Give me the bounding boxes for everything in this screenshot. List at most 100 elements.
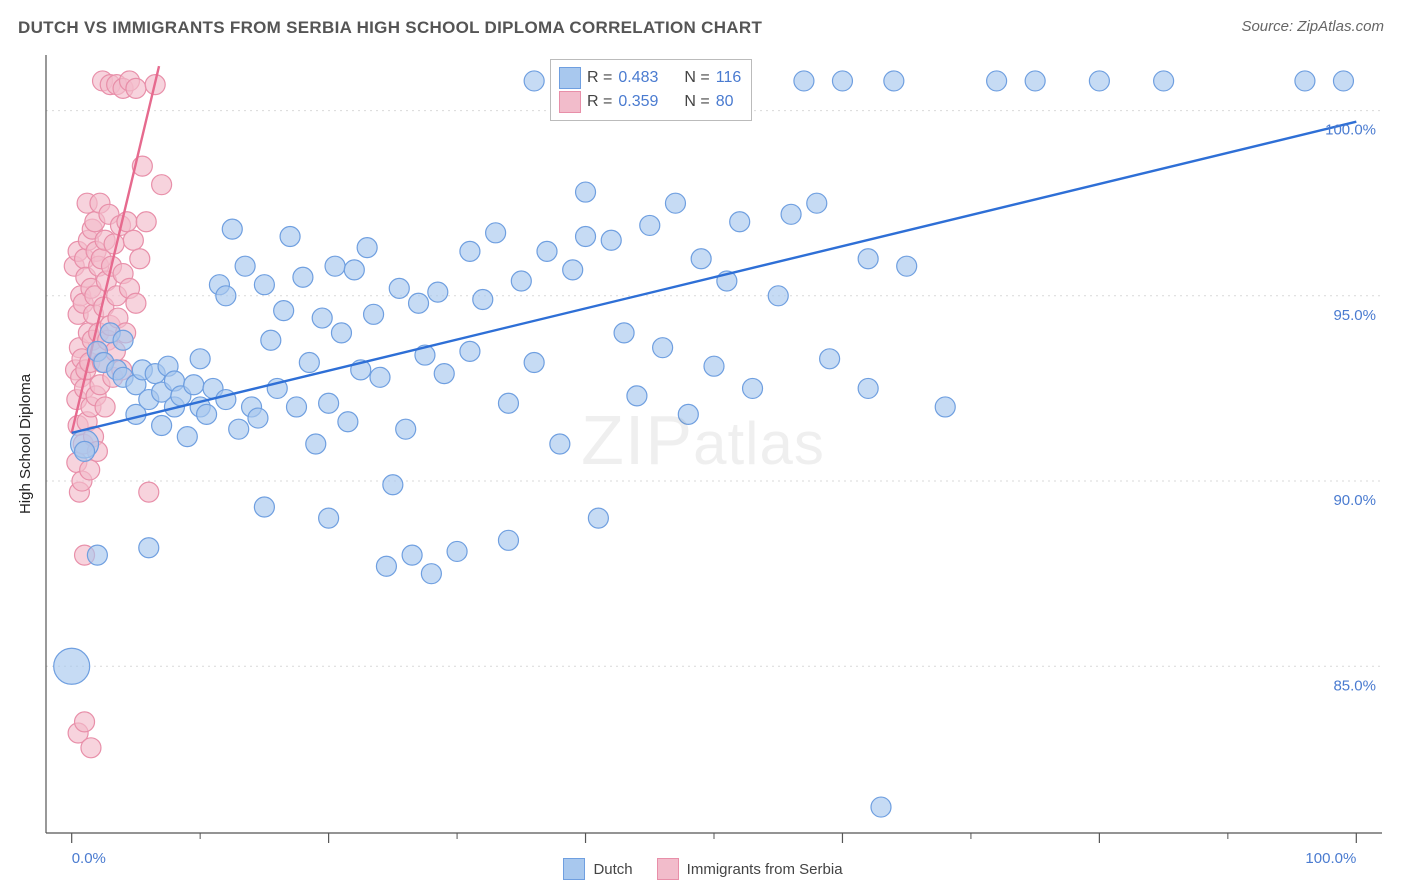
legend-swatch [657, 858, 679, 880]
data-point [319, 393, 339, 413]
data-point [81, 738, 101, 758]
data-point [460, 341, 480, 361]
correlation-legend: R =0.483N =116R =0.359N =80 [550, 59, 752, 121]
data-point [614, 323, 634, 343]
legend-n-label: N = [684, 90, 709, 114]
data-point [280, 227, 300, 247]
scatter-plot: 0.0%100.0%85.0%90.0%95.0%100.0%High Scho… [0, 0, 1406, 892]
data-point [87, 545, 107, 565]
data-point [871, 797, 891, 817]
data-point [1295, 71, 1315, 91]
data-point [113, 330, 133, 350]
data-point [248, 408, 268, 428]
data-point [524, 71, 544, 91]
data-point [370, 367, 390, 387]
data-point [123, 230, 143, 250]
data-point [935, 397, 955, 417]
data-point [184, 375, 204, 395]
data-point [229, 419, 249, 439]
data-point [832, 71, 852, 91]
legend-r-label: R = [587, 66, 612, 90]
legend-n-value: 80 [716, 90, 734, 114]
data-point [126, 78, 146, 98]
data-point [691, 249, 711, 269]
data-point [287, 397, 307, 417]
data-point [299, 352, 319, 372]
data-point [216, 286, 236, 306]
data-point [820, 349, 840, 369]
series-legend-label: Immigrants from Serbia [687, 861, 843, 878]
data-point [293, 267, 313, 287]
data-point [524, 352, 544, 372]
data-point [421, 564, 441, 584]
data-point [319, 508, 339, 528]
data-point [601, 230, 621, 250]
data-point [781, 204, 801, 224]
data-point [447, 541, 467, 561]
data-point [95, 397, 115, 417]
data-point [216, 390, 236, 410]
data-point [653, 338, 673, 358]
data-point [498, 530, 518, 550]
data-point [576, 182, 596, 202]
data-point [152, 415, 172, 435]
data-point [1154, 71, 1174, 91]
data-point [306, 434, 326, 454]
data-point [75, 712, 95, 732]
chart-container: DUTCH VS IMMIGRANTS FROM SERBIA HIGH SCH… [0, 0, 1406, 892]
data-point [627, 386, 647, 406]
data-point [235, 256, 255, 276]
legend-row: R =0.359N =80 [559, 90, 741, 114]
data-point [858, 378, 878, 398]
legend-swatch [563, 858, 585, 880]
data-point [576, 227, 596, 247]
data-point [312, 308, 332, 328]
series-legend: Dutch Immigrants from Serbia [0, 858, 1406, 880]
data-point [402, 545, 422, 565]
data-point [678, 404, 698, 424]
y-tick-label: 95.0% [1333, 307, 1376, 324]
legend-row: R =0.483N =116 [559, 66, 741, 90]
data-point [136, 212, 156, 232]
data-point [139, 482, 159, 502]
data-point [1089, 71, 1109, 91]
y-axis-label: High School Diploma [17, 373, 34, 514]
legend-swatch [559, 91, 581, 113]
data-point [588, 508, 608, 528]
data-point [897, 256, 917, 276]
data-point [197, 404, 217, 424]
data-point [428, 282, 448, 302]
data-point [126, 293, 146, 313]
series-legend-label: Dutch [593, 861, 632, 878]
data-point [254, 497, 274, 517]
data-point [75, 441, 95, 461]
data-point [473, 290, 493, 310]
data-point [807, 193, 827, 213]
data-point [743, 378, 763, 398]
data-point [331, 323, 351, 343]
y-tick-label: 85.0% [1333, 677, 1376, 694]
data-point [768, 286, 788, 306]
data-point [325, 256, 345, 276]
data-point [858, 249, 878, 269]
legend-n-label: N = [684, 66, 709, 90]
legend-r-value: 0.359 [618, 90, 658, 114]
series-legend-item: Immigrants from Serbia [657, 858, 843, 880]
data-point [54, 648, 90, 684]
data-point [460, 241, 480, 261]
legend-r-value: 0.483 [618, 66, 658, 90]
data-point [139, 538, 159, 558]
data-point [80, 460, 100, 480]
data-point [389, 278, 409, 298]
data-point [550, 434, 570, 454]
y-tick-label: 90.0% [1333, 492, 1376, 509]
data-point [486, 223, 506, 243]
data-point [396, 419, 416, 439]
data-point [434, 364, 454, 384]
data-point [884, 71, 904, 91]
series-legend-item: Dutch [563, 858, 632, 880]
data-point [344, 260, 364, 280]
data-point [704, 356, 724, 376]
data-point [376, 556, 396, 576]
data-point [409, 293, 429, 313]
